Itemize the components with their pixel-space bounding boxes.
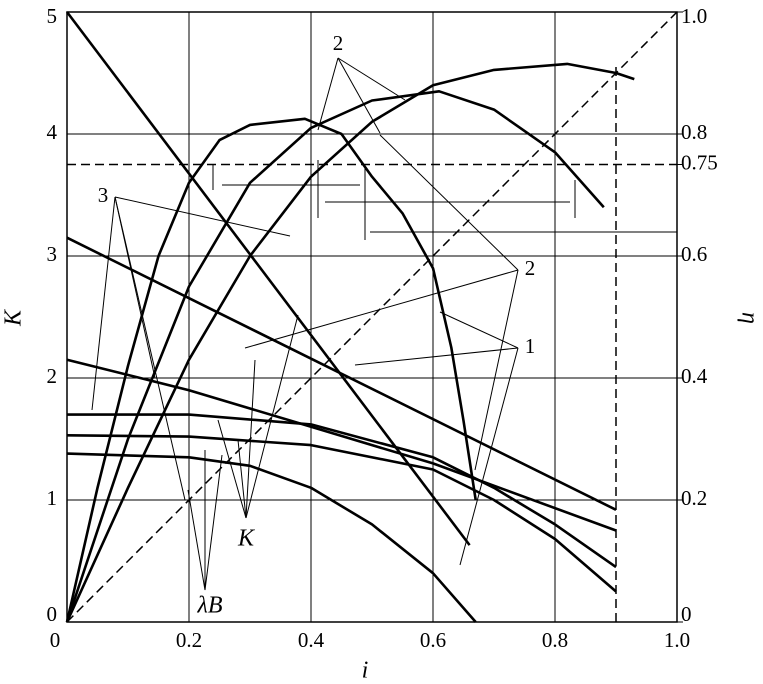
x-tick-label: 1.0 <box>664 628 690 652</box>
y2-tick-label: 0.6 <box>681 242 707 266</box>
y2-axis-label: η <box>736 312 762 324</box>
x-tick-label: 0.2 <box>176 628 202 652</box>
series-line <box>66 434 617 593</box>
x-tick-label: 0.6 <box>420 628 446 652</box>
x-tick-label: 0.8 <box>542 628 568 652</box>
series-line <box>65 11 471 546</box>
y2-tick-label: 1.0 <box>681 4 707 28</box>
x-tick-label: 0.4 <box>298 628 325 652</box>
annotation: 2 <box>333 31 344 55</box>
x-axis-label: i <box>362 658 369 684</box>
y2-tick-label: 0.8 <box>681 120 707 144</box>
series-line <box>66 236 617 511</box>
series-line <box>65 90 605 623</box>
series-line <box>67 413 617 569</box>
y-tick-label: 4 <box>47 120 58 144</box>
y-tick-label: 0 <box>47 602 58 626</box>
x-tick-label: 0 <box>50 628 61 652</box>
series-line <box>66 452 477 623</box>
y2-tick-label: 0.2 <box>681 486 707 510</box>
annotation: 3 <box>98 183 109 207</box>
series-line <box>65 62 635 623</box>
diagonal-line <box>66 11 678 623</box>
y-tick-label: 2 <box>47 364 58 388</box>
y2-tick-label: 0 <box>681 602 692 626</box>
leader-lines <box>91 57 677 591</box>
y-tick-label: 5 <box>47 4 58 28</box>
series-line <box>65 117 477 623</box>
y-axis-label: K <box>1 308 27 327</box>
annotation: 1 <box>525 334 536 358</box>
annotation: λB <box>196 593 222 619</box>
y2-tick-label: 0.4 <box>681 364 708 388</box>
annotation: K <box>237 526 256 552</box>
y-tick-label: 3 <box>47 242 58 266</box>
series-line <box>66 358 617 532</box>
annotation: 2 <box>525 256 536 280</box>
y-tick-label: 1 <box>47 486 58 510</box>
y2-tick-label: 0.75 <box>681 150 718 174</box>
